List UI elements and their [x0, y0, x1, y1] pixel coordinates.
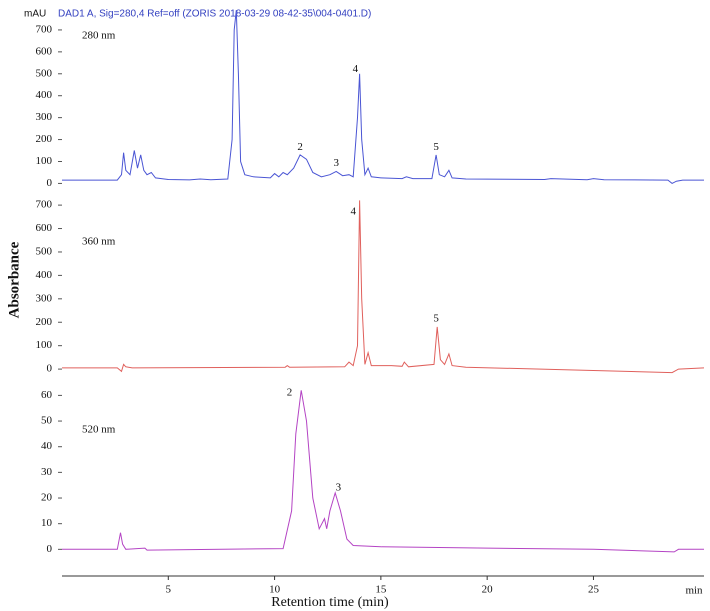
y-tick-label: 0	[47, 543, 53, 555]
panel-label: 520 nm	[82, 424, 116, 436]
panel-label: 360 nm	[82, 236, 116, 248]
y-tick-label: 60	[41, 389, 53, 401]
y-tick-label: 300	[36, 111, 53, 123]
x-tick-label: 10	[269, 584, 281, 596]
y-axis-label: Absorbance	[6, 241, 22, 318]
y-tick-label: 100	[36, 155, 53, 167]
trace	[62, 10, 704, 184]
peak-label: 5	[433, 141, 439, 153]
y-tick-label: 500	[36, 67, 53, 79]
y-unit: mAU	[24, 9, 46, 20]
y-tick-label: 400	[36, 89, 53, 101]
y-tick-label: 0	[47, 363, 53, 375]
y-tick-label: 50	[41, 415, 53, 427]
peak-label: 2	[287, 386, 293, 398]
peak-label: 4	[350, 206, 356, 218]
trace	[62, 390, 704, 553]
x-unit: min	[685, 585, 703, 597]
peak-label: 3	[333, 157, 339, 169]
y-tick-label: 600	[36, 45, 53, 57]
y-tick-label: 200	[36, 316, 53, 328]
y-tick-label: 100	[36, 339, 53, 351]
y-tick-label: 40	[41, 440, 53, 452]
x-tick-label: 25	[588, 584, 600, 596]
y-tick-label: 700	[36, 23, 53, 35]
y-tick-label: 400	[36, 269, 53, 281]
y-tick-label: 30	[41, 466, 53, 478]
x-tick-label: 5	[166, 584, 172, 596]
y-tick-label: 700	[36, 199, 53, 211]
peak-label: 5	[433, 312, 439, 324]
x-tick-label: 15	[375, 584, 387, 596]
y-tick-label: 0	[47, 177, 53, 189]
peak-label: 3	[336, 481, 342, 493]
y-tick-label: 10	[41, 517, 53, 529]
y-tick-label: 200	[36, 133, 53, 145]
peak-label: 4	[353, 63, 359, 75]
x-axis-label: Retention time (min)	[271, 595, 389, 610]
y-tick-label: 20	[41, 492, 53, 504]
peak-label: 2	[297, 141, 303, 153]
y-tick-label: 300	[36, 292, 53, 304]
trace	[62, 200, 705, 374]
x-tick-label: 20	[482, 584, 494, 596]
y-tick-label: 500	[36, 246, 53, 258]
chart-title: DAD1 A, Sig=280,4 Ref=off (ZORIS 2018-03…	[58, 9, 371, 20]
y-tick-label: 600	[36, 222, 53, 234]
panel-label: 280 nm	[82, 30, 116, 42]
